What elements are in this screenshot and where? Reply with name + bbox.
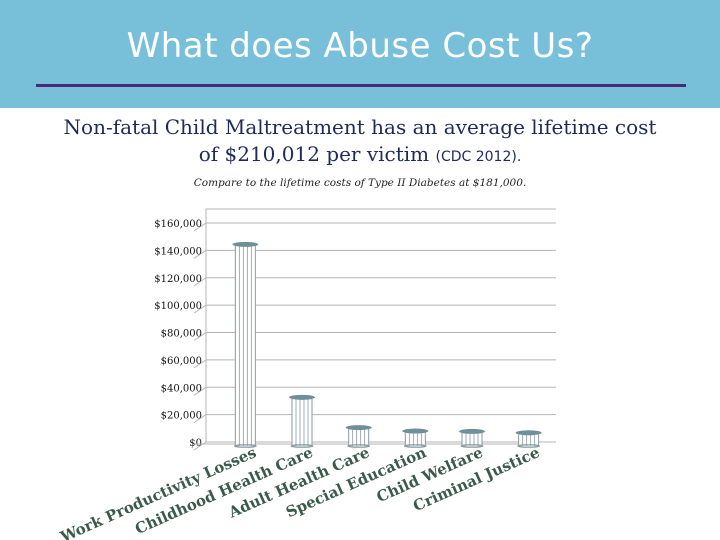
bar-base bbox=[403, 444, 427, 448]
gridline-depth bbox=[193, 441, 207, 451]
bar-cap bbox=[402, 428, 429, 434]
gridline-depth bbox=[193, 414, 207, 424]
bar bbox=[345, 425, 372, 448]
bar bbox=[515, 430, 542, 448]
bar-base bbox=[460, 444, 484, 448]
bar-base bbox=[290, 444, 314, 448]
bar-body bbox=[348, 427, 370, 447]
plot-wall bbox=[205, 208, 556, 442]
bar-cap bbox=[515, 430, 542, 436]
title-divider bbox=[36, 84, 686, 87]
bar-cap bbox=[232, 241, 259, 247]
bar-base bbox=[347, 444, 371, 448]
comparison-note: Compare to the lifetime costs of Type II… bbox=[193, 177, 527, 189]
bar bbox=[232, 241, 259, 448]
slide-subtitle: Non-fatal Child Maltreatment has an aver… bbox=[60, 114, 660, 171]
y-tick-label: $160,000 bbox=[154, 219, 202, 230]
bar-body bbox=[234, 243, 256, 447]
bar-cap bbox=[289, 394, 315, 400]
title-banner bbox=[0, 0, 720, 108]
gridline-depth bbox=[193, 222, 207, 232]
bar-cap bbox=[459, 428, 485, 434]
gridline-depth bbox=[193, 304, 207, 314]
bar-body bbox=[291, 396, 313, 447]
y-tick-label: $20,000 bbox=[161, 411, 202, 422]
bar bbox=[459, 428, 485, 448]
y-tick-label: $140,000 bbox=[154, 246, 202, 257]
bar bbox=[289, 394, 315, 448]
bar bbox=[402, 428, 429, 448]
y-tick-label: $100,000 bbox=[154, 301, 202, 312]
slide-title: What does Abuse Cost Us? bbox=[126, 26, 594, 66]
subtitle-source: (CDC 2012). bbox=[435, 149, 522, 165]
gridline-depth bbox=[193, 249, 207, 259]
y-tick-label: $120,000 bbox=[154, 274, 202, 285]
y-tick-label: $80,000 bbox=[161, 329, 202, 340]
subtitle-main: Non-fatal Child Maltreatment has an aver… bbox=[63, 115, 657, 166]
bar-cap bbox=[345, 425, 372, 431]
gridline-depth bbox=[193, 332, 207, 341]
gridline-depth bbox=[193, 386, 207, 396]
y-tick-label: $40,000 bbox=[161, 383, 202, 394]
bar-base bbox=[517, 444, 541, 448]
y-tick-label: $60,000 bbox=[161, 356, 202, 367]
gridline-depth bbox=[193, 277, 207, 287]
gridline-depth bbox=[193, 359, 207, 369]
bar-base bbox=[233, 444, 257, 448]
